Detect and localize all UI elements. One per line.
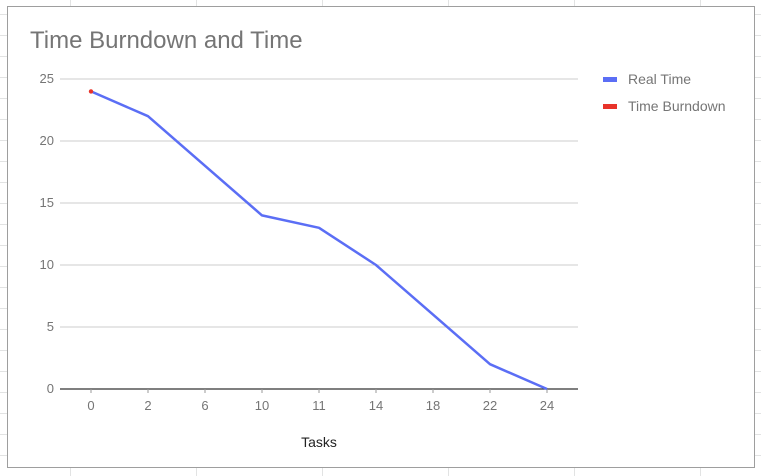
y-tick-label: 10 bbox=[40, 257, 54, 272]
chart-container[interactable]: Time Burndown and Time 0 5 10 15 20 25 0 2 6 10 11… bbox=[7, 6, 755, 468]
y-tick-label: 0 bbox=[47, 381, 54, 396]
y-tick-label: 25 bbox=[40, 71, 54, 86]
x-tick-label: 6 bbox=[201, 398, 208, 413]
x-tick-label: 18 bbox=[426, 398, 440, 413]
x-tick-label: 14 bbox=[369, 398, 383, 413]
x-tick-label: 10 bbox=[255, 398, 269, 413]
y-tick-label: 20 bbox=[40, 133, 54, 148]
data-point-2 bbox=[88, 89, 94, 94]
legend-swatch-2 bbox=[603, 104, 617, 109]
y-tick-label: 5 bbox=[47, 319, 54, 334]
x-tick-label: 24 bbox=[540, 398, 554, 413]
x-axis-title: Tasks bbox=[301, 434, 337, 450]
legend-swatch-1 bbox=[603, 77, 617, 82]
chart-plot: 0 5 10 15 20 25 0 2 6 10 11 14 18 22 24 Tasks Real Time T… bbox=[40, 71, 726, 450]
y-tick-label: 15 bbox=[40, 195, 54, 210]
x-tick-label: 11 bbox=[312, 398, 326, 413]
legend-label-2: Time Burndown bbox=[628, 98, 726, 114]
chart-title: Time Burndown and Time bbox=[30, 27, 303, 54]
x-tick-label: 0 bbox=[87, 398, 94, 413]
x-tick-label: 2 bbox=[144, 398, 151, 413]
series-line-1 bbox=[90, 90, 548, 391]
legend-label-1: Real Time bbox=[628, 71, 691, 87]
x-tick-label: 22 bbox=[483, 398, 497, 413]
